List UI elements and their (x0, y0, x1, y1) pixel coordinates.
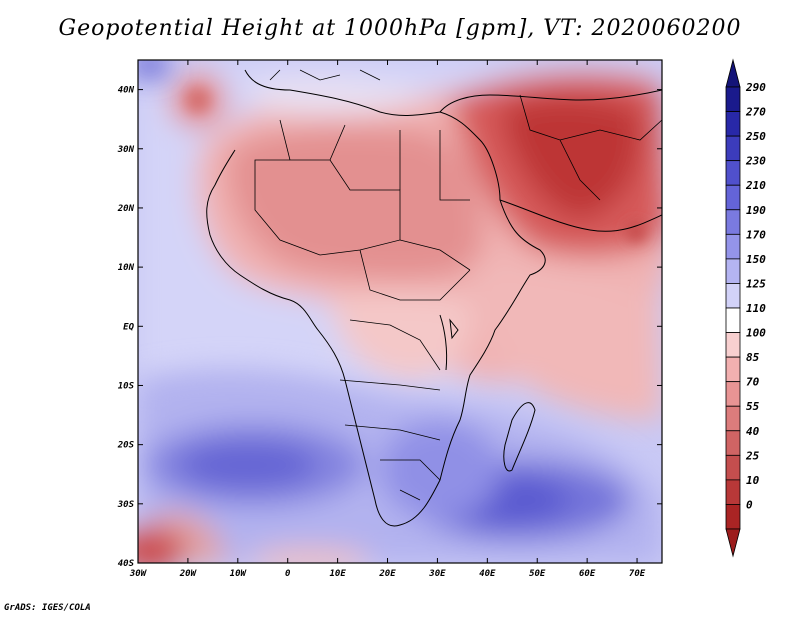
colorbar-swatch (725, 86, 741, 112)
x-tick-label: 30E (428, 569, 446, 579)
colorbar-swatch (725, 258, 741, 284)
colorbar-swatch (725, 283, 741, 309)
coastlines (206, 69, 662, 527)
colorbar-swatch (725, 209, 741, 235)
colorbar-swatch (725, 184, 741, 211)
y-tick-label: 30S (117, 500, 135, 510)
colorbar-label: 110 (746, 302, 766, 315)
colorbar-label: 170 (746, 228, 766, 241)
colorbar-label: 250 (745, 130, 766, 143)
y-axis-ticks: 40N 30N 20N 10N EQ 10S 20S 30S 40S (117, 86, 662, 569)
colorbar-swatch (725, 356, 741, 383)
colorbar-swatch (725, 405, 741, 432)
x-axis-ticks: 30W 20W 10W 0 10E 20E 30E 40E 50E 60E 70E (129, 60, 646, 579)
x-tick-label: 60E (579, 569, 596, 579)
y-tick-label: 20S (117, 441, 135, 451)
x-tick-label: 10E (329, 569, 346, 579)
colorbar-label: 0 (746, 498, 753, 511)
x-tick-label: 0 (285, 569, 291, 579)
colorbar-label: 100 (746, 327, 766, 340)
height-field (138, 60, 662, 563)
colorbar-swatch (725, 454, 741, 481)
credit-text: GrADS: IGES/COLA (4, 603, 91, 613)
colorbar-swatch (725, 381, 741, 407)
colorbar-bottom-arrow (725, 528, 741, 558)
x-tick-label: 70E (629, 569, 646, 579)
colorbar-label: 210 (745, 179, 766, 192)
colorbar-swatch (725, 479, 741, 505)
y-tick-label: 40S (118, 559, 135, 569)
y-tick-label: 20N (117, 204, 135, 214)
colorbar-swatch (725, 233, 741, 260)
colorbar-swatch (725, 160, 741, 186)
colorbar-label: 40 (746, 425, 760, 438)
colorbar-swatch (725, 430, 741, 456)
colorbar-label: 55 (746, 400, 760, 413)
colorbar: 2902702502302101901701501251101008570554… (725, 58, 766, 558)
colorbar-swatch (725, 332, 741, 358)
colorbar-swatch (725, 135, 741, 162)
colorbar-label: 270 (745, 106, 766, 119)
plot-frame (137, 59, 663, 564)
colorbar-label: 230 (745, 155, 766, 168)
x-tick-label: 30W (129, 569, 148, 579)
colorbar-label: 70 (746, 376, 760, 389)
colorbar-label: 85 (746, 351, 760, 364)
colorbar-swatch (725, 504, 741, 530)
colorbar-label: 150 (746, 253, 766, 266)
colorbar-label: 125 (746, 277, 766, 290)
y-tick-label: 10S (118, 381, 135, 391)
y-tick-label: EQ (123, 322, 134, 332)
colorbar-swatch (725, 307, 741, 333)
colorbar-label: 10 (746, 474, 760, 487)
x-tick-label: 20W (179, 569, 198, 579)
y-tick-label: 40N (118, 86, 135, 96)
x-tick-label: 10W (230, 569, 248, 579)
x-tick-label: 50E (529, 569, 546, 579)
colorbar-top-arrow (725, 58, 741, 88)
map-title: Geopotential Height at 1000hPa [gpm], VT… (58, 16, 742, 41)
x-tick-label: 20E (378, 569, 396, 579)
y-tick-label: 10N (118, 263, 135, 273)
x-tick-label: 40E (479, 569, 496, 579)
colorbar-swatch (725, 111, 741, 137)
y-tick-label: 30N (117, 145, 135, 155)
colorbar-label: 25 (745, 449, 760, 462)
colorbar-label: 290 (745, 81, 766, 94)
colorbar-label: 190 (746, 204, 766, 217)
